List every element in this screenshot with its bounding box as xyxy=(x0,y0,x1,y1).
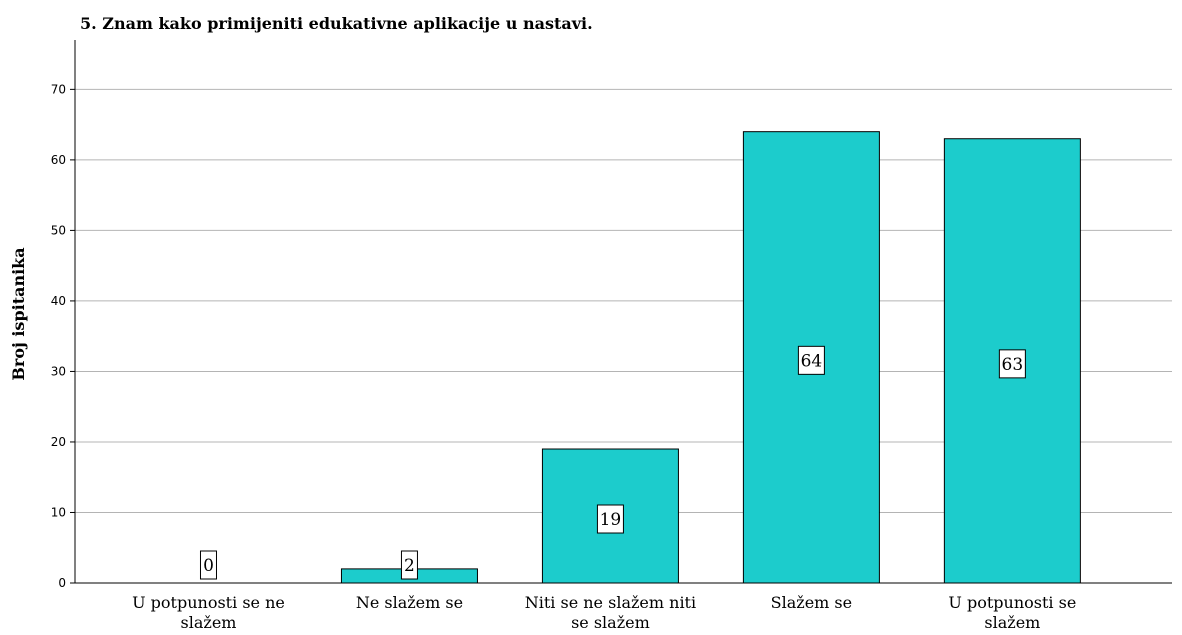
y-tick-label-0: 0 xyxy=(58,576,66,590)
x-tick-label-3-line-0: Slažem se xyxy=(771,593,852,612)
data-label-box-1 xyxy=(400,550,418,580)
y-tick-label-40: 40 xyxy=(51,294,66,308)
bar-group-4: 63 xyxy=(943,138,1081,584)
y-axis-ticks: 0 10 20 30 40 50 60 70 xyxy=(51,82,75,590)
chart-title: 5. Znam kako primijeniti edukativne apli… xyxy=(80,14,593,33)
y-tick-label-10: 10 xyxy=(51,505,66,519)
gridlines xyxy=(75,88,1172,513)
y-tick-label-60: 60 xyxy=(51,153,66,167)
data-label-0: 0 xyxy=(203,556,214,576)
bar-group-0: 0 xyxy=(199,550,217,580)
x-tick-label-3: Slažem se xyxy=(771,593,852,612)
bar-group-1: 2 xyxy=(340,550,478,584)
y-axis-label: Broj ispitanika xyxy=(9,247,28,380)
bar-group-3: 64 xyxy=(742,131,880,584)
x-tick-label-1-line-0: Ne slažem se xyxy=(356,593,463,612)
data-label-2: 19 xyxy=(600,510,622,530)
data-label-1: 2 xyxy=(404,556,415,576)
x-tick-label-4-line-0: U potpunosti se xyxy=(948,593,1076,612)
data-label-box-0 xyxy=(199,550,217,580)
data-label-box-2 xyxy=(596,504,624,534)
data-label-3: 64 xyxy=(801,351,823,371)
x-tick-label-4-line-1: slažem xyxy=(984,613,1040,632)
x-tick-label-4: U potpunosti se slažem xyxy=(948,593,1076,632)
x-tick-label-0: U potpunosti se ne slažem xyxy=(132,593,285,632)
y-tick-label-30: 30 xyxy=(51,364,66,378)
x-tick-label-2-line-0: Niti se ne slažem niti xyxy=(525,593,696,612)
x-tick-label-1: Ne slažem se xyxy=(356,593,463,612)
y-tick-label-70: 70 xyxy=(51,82,66,96)
y-tick-label-20: 20 xyxy=(51,435,66,449)
x-tick-label-2-line-1: se slažem xyxy=(571,613,650,632)
x-tick-label-2: Niti se ne slažem niti se slažem xyxy=(525,593,696,632)
x-tick-label-0-line-0: U potpunosti se ne xyxy=(132,593,285,612)
bars: 0 2 19 64 63 xyxy=(199,131,1081,584)
y-tick-label-50: 50 xyxy=(51,223,66,237)
x-tick-label-0-line-1: slažem xyxy=(181,613,237,632)
data-label-box-4 xyxy=(998,349,1026,379)
data-label-4: 63 xyxy=(1002,355,1024,375)
bar-group-2: 19 xyxy=(541,448,679,584)
data-label-box-3 xyxy=(797,345,825,375)
